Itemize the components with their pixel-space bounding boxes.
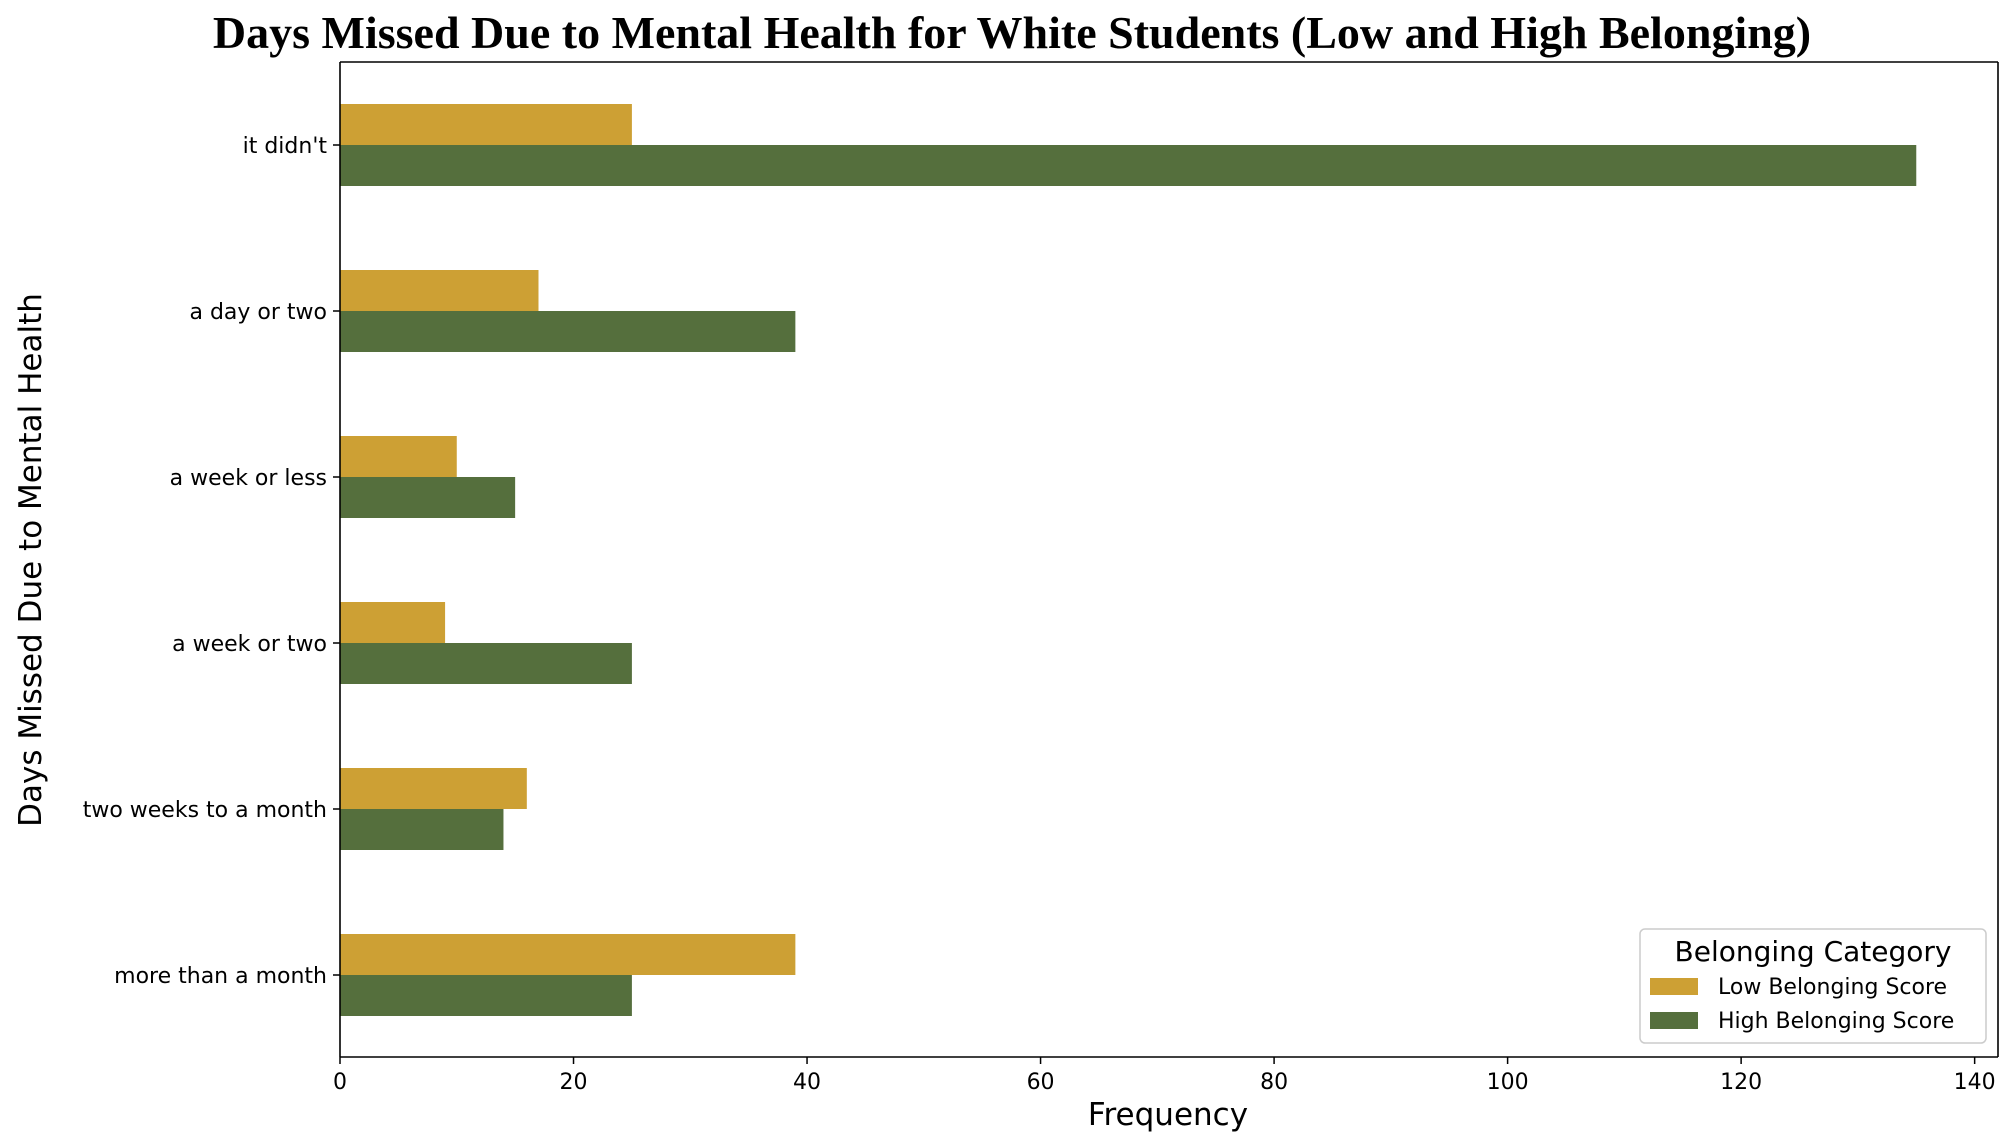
legend-swatch-low xyxy=(1650,978,1698,995)
axes-frame xyxy=(339,61,1999,1058)
bar-high-0 xyxy=(340,145,1917,186)
bars-layer xyxy=(340,104,1917,1016)
legend-swatch-high xyxy=(1650,1012,1698,1029)
y-tick-label: it didn't xyxy=(243,134,328,159)
bar-high-1 xyxy=(340,311,796,352)
y-ticks-layer: it didn't a day or two a week or less a wee… xyxy=(83,134,340,989)
bar-high-5 xyxy=(340,975,632,1016)
legend-items: Low Belonging Score High Belonging Score xyxy=(1650,975,1954,1034)
x-tick-label: 140 xyxy=(1954,1070,1996,1095)
legend-title: Belonging Category xyxy=(1675,935,1952,968)
x-tick-label: 120 xyxy=(1720,1070,1762,1095)
x-ticks-layer: 0 20 40 60 80 100 120 140 xyxy=(333,1057,1996,1095)
bar-low-4 xyxy=(340,768,527,809)
y-tick-label: a day or two xyxy=(189,300,327,325)
y-tick-label: two weeks to a month xyxy=(83,798,327,823)
legend-frame xyxy=(1639,928,1987,1044)
x-tick-label: 0 xyxy=(333,1070,347,1095)
y-tick-label: a week or less xyxy=(170,466,327,491)
bar-low-0 xyxy=(340,104,632,145)
y-axis-label: Days Missed Due to Mental Health xyxy=(13,293,49,827)
chart-title: Days Missed Due to Mental Health for Whi… xyxy=(213,7,1811,58)
bar-low-1 xyxy=(340,270,539,311)
bar-low-2 xyxy=(340,436,457,477)
bar-low-3 xyxy=(340,602,446,643)
y-tick-label: a week or two xyxy=(172,632,327,657)
legend-label-low: Low Belonging Score xyxy=(1718,975,1947,1000)
bar-high-4 xyxy=(340,809,504,850)
bar-high-3 xyxy=(340,643,632,684)
legend: Belonging Category Low Belonging Score Hi… xyxy=(1639,928,1987,1044)
x-tick-label: 20 xyxy=(560,1070,588,1095)
x-tick-label: 100 xyxy=(1487,1070,1529,1095)
legend-label-high: High Belonging Score xyxy=(1718,1009,1954,1034)
bar-high-2 xyxy=(340,477,516,518)
x-tick-label: 60 xyxy=(1027,1070,1055,1095)
y-tick-label: more than a month xyxy=(114,964,327,989)
bar-low-5 xyxy=(340,934,796,975)
x-tick-label: 40 xyxy=(793,1070,821,1095)
x-axis-label: Frequency xyxy=(1088,1097,1248,1133)
x-tick-label: 80 xyxy=(1260,1070,1288,1095)
